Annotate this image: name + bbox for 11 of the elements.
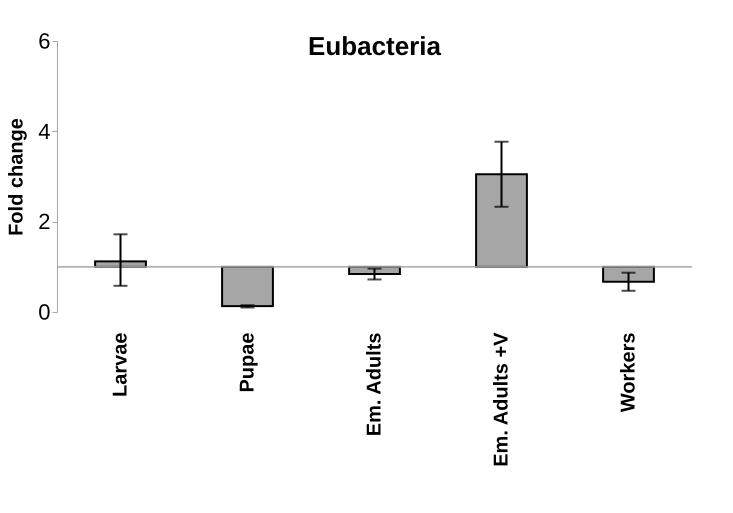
y-tick-label: 4 [38,118,50,144]
x-tick-label: Em. Adults +V [490,332,512,467]
x-tick-label: Larvae [110,332,132,397]
y-tick-label: 6 [38,28,50,54]
y-tick-label: 0 [38,300,50,324]
x-tick-label: Em. Adults [364,332,386,436]
y-axis-title: Fold change [5,118,28,236]
x-tick-label: Pupae [236,332,258,393]
y-tick-label: 2 [38,209,50,234]
chart-title: Eubacteria [308,31,442,61]
x-tick-label: Workers [618,332,640,412]
